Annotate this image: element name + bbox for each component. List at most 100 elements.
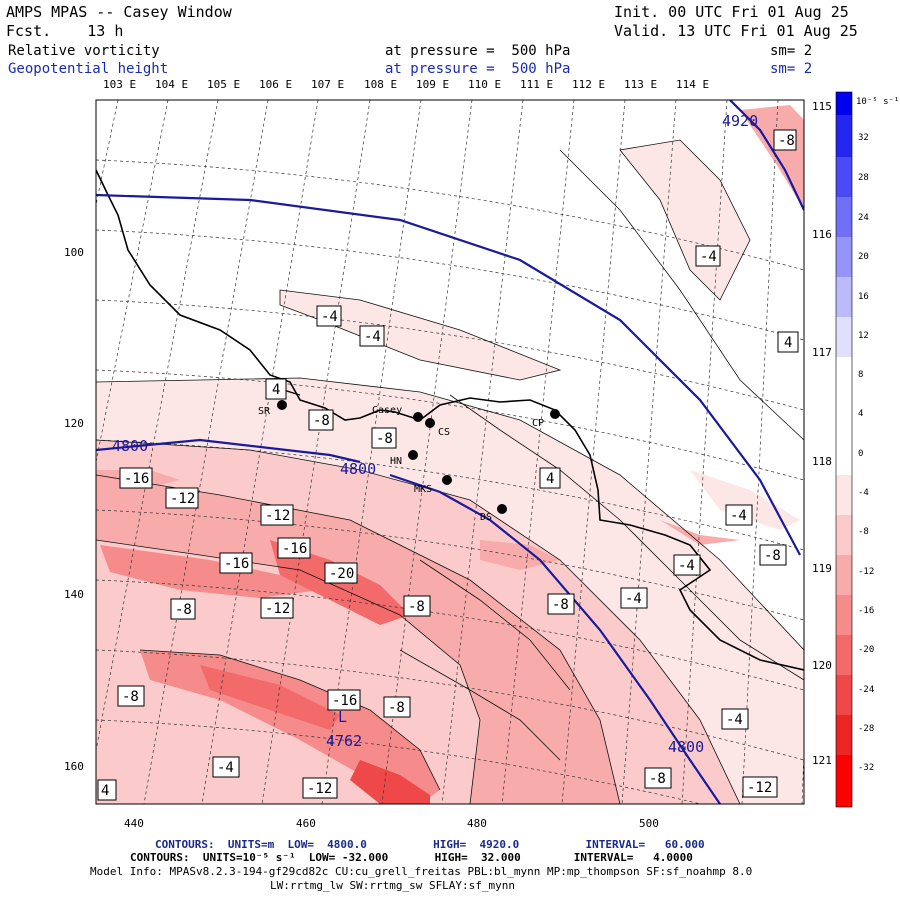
- svg-text:-8: -8: [858, 527, 869, 537]
- svg-text:480: 480: [467, 817, 487, 830]
- vorticity-label: 4: [265, 378, 287, 400]
- svg-text:-8: -8: [552, 597, 569, 613]
- vorticity-label: -4: [721, 708, 749, 730]
- height-label: 4920: [722, 112, 758, 130]
- field2-level: at pressure = 500 hPa: [385, 61, 571, 77]
- svg-text:440: 440: [124, 817, 144, 830]
- svg-text:-8: -8: [764, 548, 781, 564]
- station-marker: [413, 412, 423, 422]
- vorticity-label: -12: [165, 487, 199, 509]
- vorticity-label: -8: [644, 767, 672, 789]
- svg-text:32: 32: [858, 133, 869, 143]
- lon-label: 105 E: [207, 78, 241, 91]
- svg-text:-8: -8: [388, 700, 405, 716]
- stations: SR Casey CS HN MKS DS CP: [258, 400, 560, 523]
- svg-text:4: 4: [546, 471, 554, 487]
- vorticity-label: -16: [119, 467, 153, 489]
- lon-label: 104 E: [155, 78, 189, 91]
- station-label: HN: [390, 456, 402, 467]
- x-axis-ticks: 440 460 480 500: [124, 817, 659, 830]
- svg-text:-16: -16: [224, 556, 249, 572]
- svg-text:4: 4: [784, 335, 792, 351]
- station-label: CP: [532, 418, 544, 429]
- station-label: SR: [258, 406, 271, 417]
- vorticity-label: -8: [759, 544, 787, 566]
- lon-label: 106 E: [259, 78, 293, 91]
- low-center-value: 4762: [326, 732, 362, 750]
- svg-text:-4: -4: [217, 760, 234, 776]
- svg-text:4: 4: [858, 409, 863, 419]
- svg-text:4: 4: [101, 783, 109, 799]
- vorticity-label: -12: [260, 504, 294, 526]
- svg-text:-4: -4: [700, 249, 717, 265]
- svg-text:20: 20: [858, 252, 869, 262]
- vorticity-label: -8: [773, 129, 797, 151]
- svg-text:460: 460: [296, 817, 316, 830]
- lon-label: 108 E: [364, 78, 398, 91]
- field1-level: at pressure = 500 hPa: [385, 43, 571, 59]
- field1-name: Relative vorticity: [8, 43, 160, 59]
- svg-text:-12: -12: [265, 508, 290, 524]
- svg-text:-16: -16: [332, 693, 357, 709]
- lon-label: 109 E: [416, 78, 450, 91]
- vorticity-label: -4: [673, 554, 701, 576]
- station-marker: [442, 475, 452, 485]
- svg-text:-32: -32: [858, 763, 874, 773]
- init-time: Init. 00 UTC Fri 01 Aug 25: [614, 3, 849, 21]
- vorticity-label: -16: [277, 537, 311, 559]
- svg-text:-8: -8: [778, 133, 795, 149]
- colorbar-unit: 10⁻⁵ s⁻¹: [856, 97, 899, 107]
- height-contour-info: CONTOURS: UNITS=m LOW= 4800.0 HIGH= 4920…: [155, 838, 705, 851]
- vorticity-label: -12: [302, 777, 338, 799]
- lat-lon-grid: [96, 100, 804, 804]
- svg-text:-20: -20: [329, 566, 354, 582]
- svg-text:-28: -28: [858, 724, 874, 734]
- model-info-physics: LW:rrtmg_lw SW:rrtmg_sw SFLAY:sf_mynn: [270, 879, 516, 892]
- station-label: Casey: [372, 405, 402, 416]
- vorticity-label: -4: [359, 325, 385, 347]
- svg-text:-12: -12: [170, 491, 195, 507]
- height-label: 4800: [112, 437, 148, 455]
- valid-time: Valid. 13 UTC Fri 01 Aug 25: [614, 22, 858, 40]
- station-marker: [277, 400, 287, 410]
- vorticity-label: -16: [327, 689, 361, 711]
- svg-text:160: 160: [64, 760, 84, 773]
- svg-text:-8: -8: [313, 413, 330, 429]
- svg-text:28: 28: [858, 173, 869, 183]
- lon-label: 111 E: [520, 78, 554, 91]
- station-marker: [408, 450, 418, 460]
- field2-sm: sm= 2: [770, 61, 813, 77]
- svg-text:100: 100: [64, 246, 84, 259]
- svg-text:-12: -12: [858, 567, 874, 577]
- station-label: DS: [480, 512, 492, 523]
- svg-text:-4: -4: [858, 488, 869, 498]
- svg-text:4: 4: [272, 382, 280, 398]
- vorticity-label: -8: [170, 598, 196, 620]
- svg-text:-12: -12: [747, 780, 772, 796]
- lon-label: 107 E: [311, 78, 345, 91]
- svg-text:-4: -4: [321, 309, 338, 325]
- vorticity-label: 4: [97, 779, 117, 801]
- station-label: CS: [438, 427, 450, 438]
- height-label: 4800: [340, 460, 376, 478]
- svg-text:-8: -8: [122, 689, 139, 705]
- vorticity-label: -8: [308, 409, 334, 431]
- vorticity-label: -4: [725, 504, 753, 526]
- vorticity-label: -12: [260, 597, 294, 619]
- vorticity-label: -8: [371, 427, 397, 449]
- vorticity-label: -12: [742, 776, 778, 798]
- vorticity-label: -20: [324, 562, 358, 584]
- svg-text:-12: -12: [265, 601, 290, 617]
- vorticity-label: -8: [403, 595, 431, 617]
- vorticity-label: 4: [777, 331, 799, 353]
- lon-label: 110 E: [468, 78, 502, 91]
- svg-text:120: 120: [64, 417, 84, 430]
- height-label: 4800: [668, 738, 704, 756]
- lon-label: 112 E: [572, 78, 606, 91]
- coastline: [96, 169, 804, 671]
- chart-title: AMPS MPAS -- Casey Window: [6, 3, 232, 21]
- svg-text:-4: -4: [678, 558, 695, 574]
- station-label: MKS: [414, 484, 432, 495]
- vorticity-labels: -8 -4 -4 -4 4 4 -8 -8 -16 -12 -12 -16 -1…: [97, 129, 799, 801]
- svg-text:-4: -4: [726, 712, 743, 728]
